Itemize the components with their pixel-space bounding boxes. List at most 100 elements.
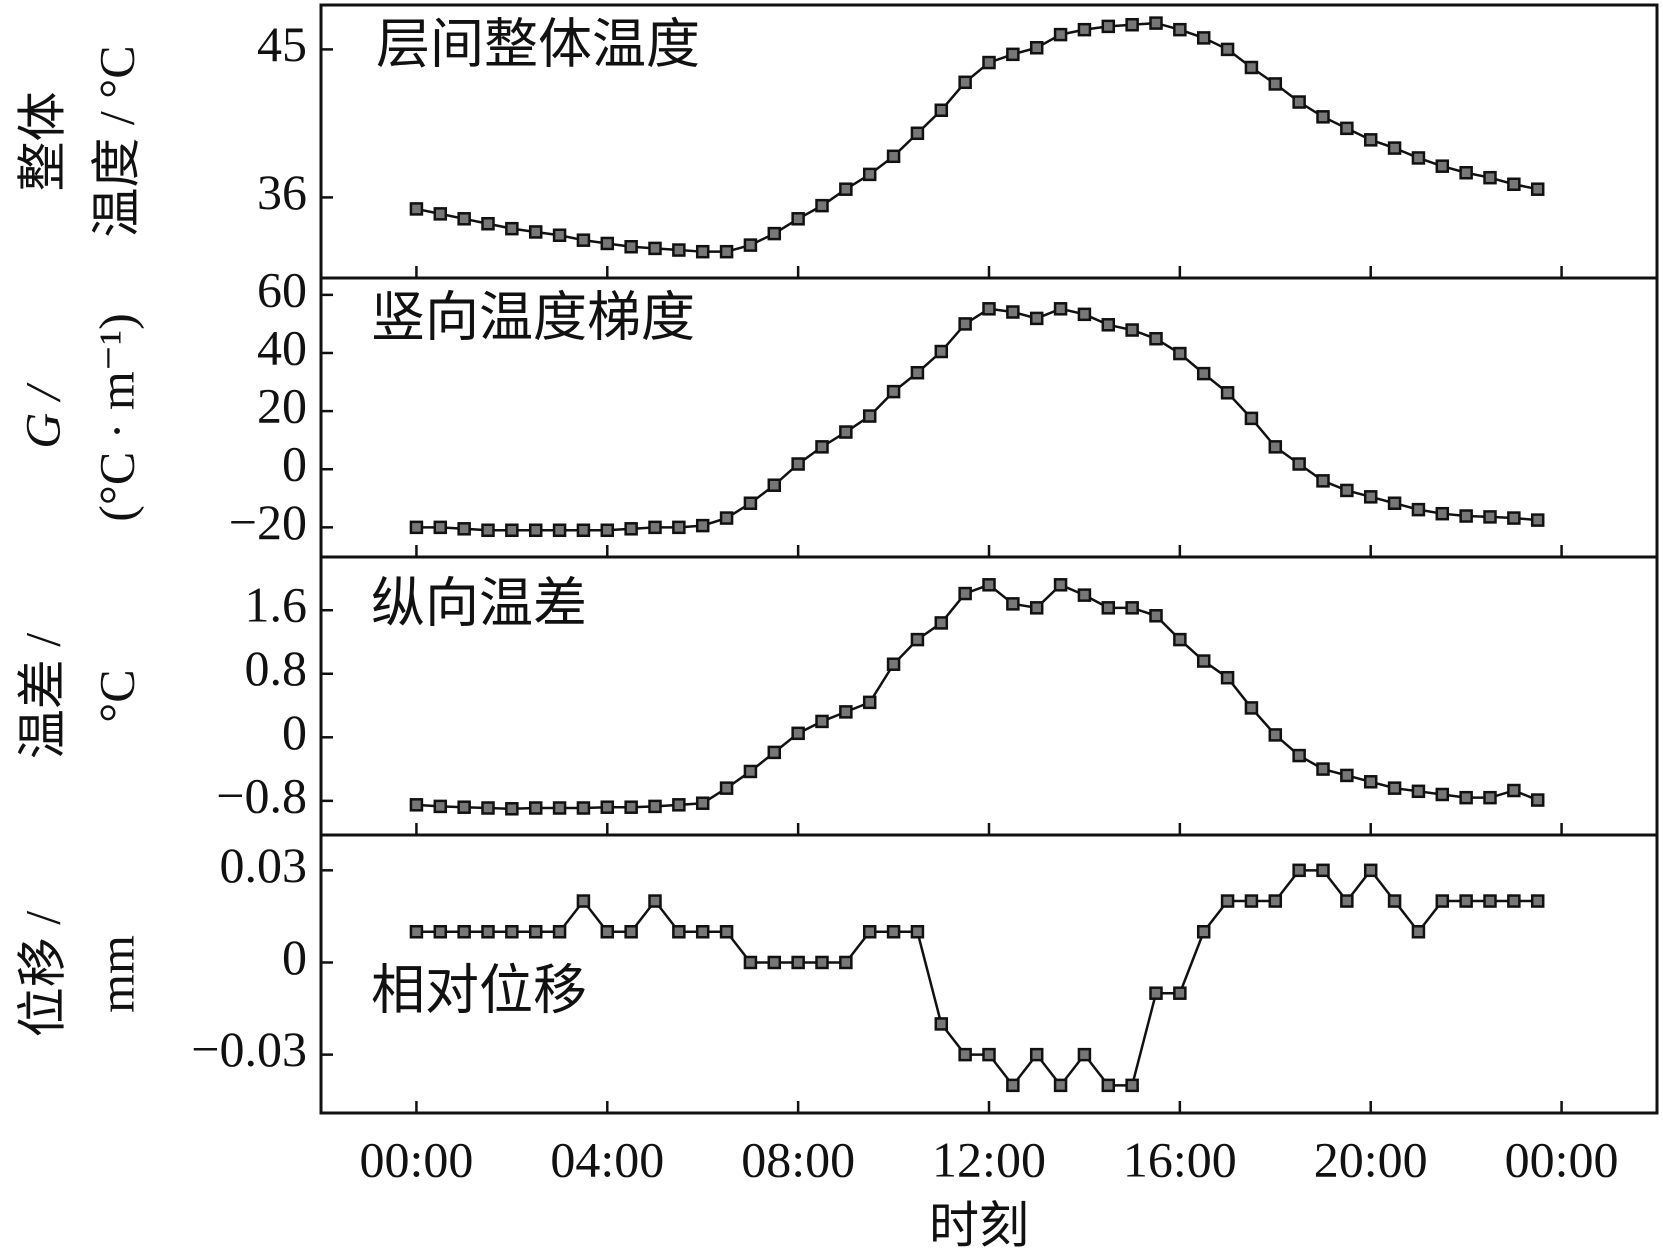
data-point [433,207,448,221]
data-point [839,182,853,196]
data-point [1196,654,1211,668]
data-point [791,212,805,226]
data-point [791,457,805,471]
y-tick-label: 20 [257,378,307,434]
data-point [982,1047,996,1062]
data-point [1292,457,1306,471]
data-point [552,228,567,242]
data-point [695,244,710,259]
data-point [624,240,638,254]
data-point [528,523,543,538]
data-point [1530,513,1545,527]
data-point [1340,121,1354,136]
data-point [1220,894,1235,908]
data-point [409,202,424,216]
data-point [1363,490,1378,504]
data-point [1149,986,1163,1000]
data-point [958,586,972,601]
y-axis-label: 温度 / °C [88,45,144,237]
data-point [1029,41,1044,55]
data-point [910,126,925,141]
y-axis-label: 位移 / [14,911,70,1037]
data-point [862,695,877,710]
data-point [576,894,591,908]
data-point [1029,601,1044,615]
data-point [743,496,758,510]
data-point [1411,502,1426,517]
data-point [1411,784,1426,799]
data-point [1387,894,1402,908]
data-point [1507,511,1521,525]
data-point [1125,323,1139,337]
data-point [1363,133,1378,147]
data-point [1530,182,1545,196]
y-tick-label: 0 [282,436,307,492]
data-point [1077,22,1092,37]
data-point [1029,311,1044,326]
data-point [1244,701,1259,715]
data-point [886,657,901,671]
data-point [1149,331,1163,346]
data-point [1387,781,1402,795]
data-point [1435,894,1450,908]
y-tick-label: 40 [257,319,307,375]
y-axis-label: °C [88,669,144,722]
data-point [982,55,996,70]
data-point [528,225,543,239]
data-point [1316,762,1330,776]
data-point [648,894,662,908]
y-axis-label: G / [14,382,70,449]
y-axis-label: (°C · m⁻¹) [88,313,144,522]
data-point [1053,27,1068,42]
data-point [1340,768,1354,783]
data-point [409,520,424,535]
data-point [1292,748,1306,763]
data-point [1507,894,1521,908]
data-point [1125,601,1139,615]
data-point [505,221,519,236]
data-point [1530,894,1545,908]
data-point [648,520,662,535]
data-point [1101,1078,1116,1093]
data-point [982,302,996,316]
data-point [839,705,853,719]
data-point [600,236,615,251]
y-tick-label: 0.03 [220,837,308,893]
data-point [958,75,972,90]
data-point [934,616,949,630]
data-point [743,238,758,252]
data-point [695,925,710,939]
data-point [1292,863,1306,878]
data-point [624,522,638,536]
y-tick-label: 60 [257,261,307,317]
data-point [934,344,949,359]
data-point [1316,110,1330,124]
data-point [1029,1047,1044,1062]
x-tick-label: 08:00 [741,1131,855,1187]
data-point [1316,863,1330,878]
data-point [1149,16,1163,30]
data-point [1125,17,1139,32]
y-axis-label: 整体 [14,92,70,192]
data-point [1387,496,1402,510]
data-point [815,198,829,213]
data-point [1006,305,1020,319]
data-point [1363,775,1378,789]
data-point [743,764,758,779]
data-point [528,801,543,815]
data-point [1244,60,1259,75]
data-point [1459,790,1473,805]
data-point [433,799,448,814]
data-point [1340,483,1354,498]
y-axis-label: mm [88,935,144,1013]
data-point [1220,42,1235,57]
data-point [552,801,567,815]
data-point [719,781,734,795]
data-point [600,523,615,538]
y-tick-label: 0 [282,929,307,985]
data-point [672,798,686,812]
data-point [791,955,805,970]
x-tick-label: 20:00 [1314,1131,1428,1187]
data-point [505,802,519,816]
data-point [910,925,925,939]
